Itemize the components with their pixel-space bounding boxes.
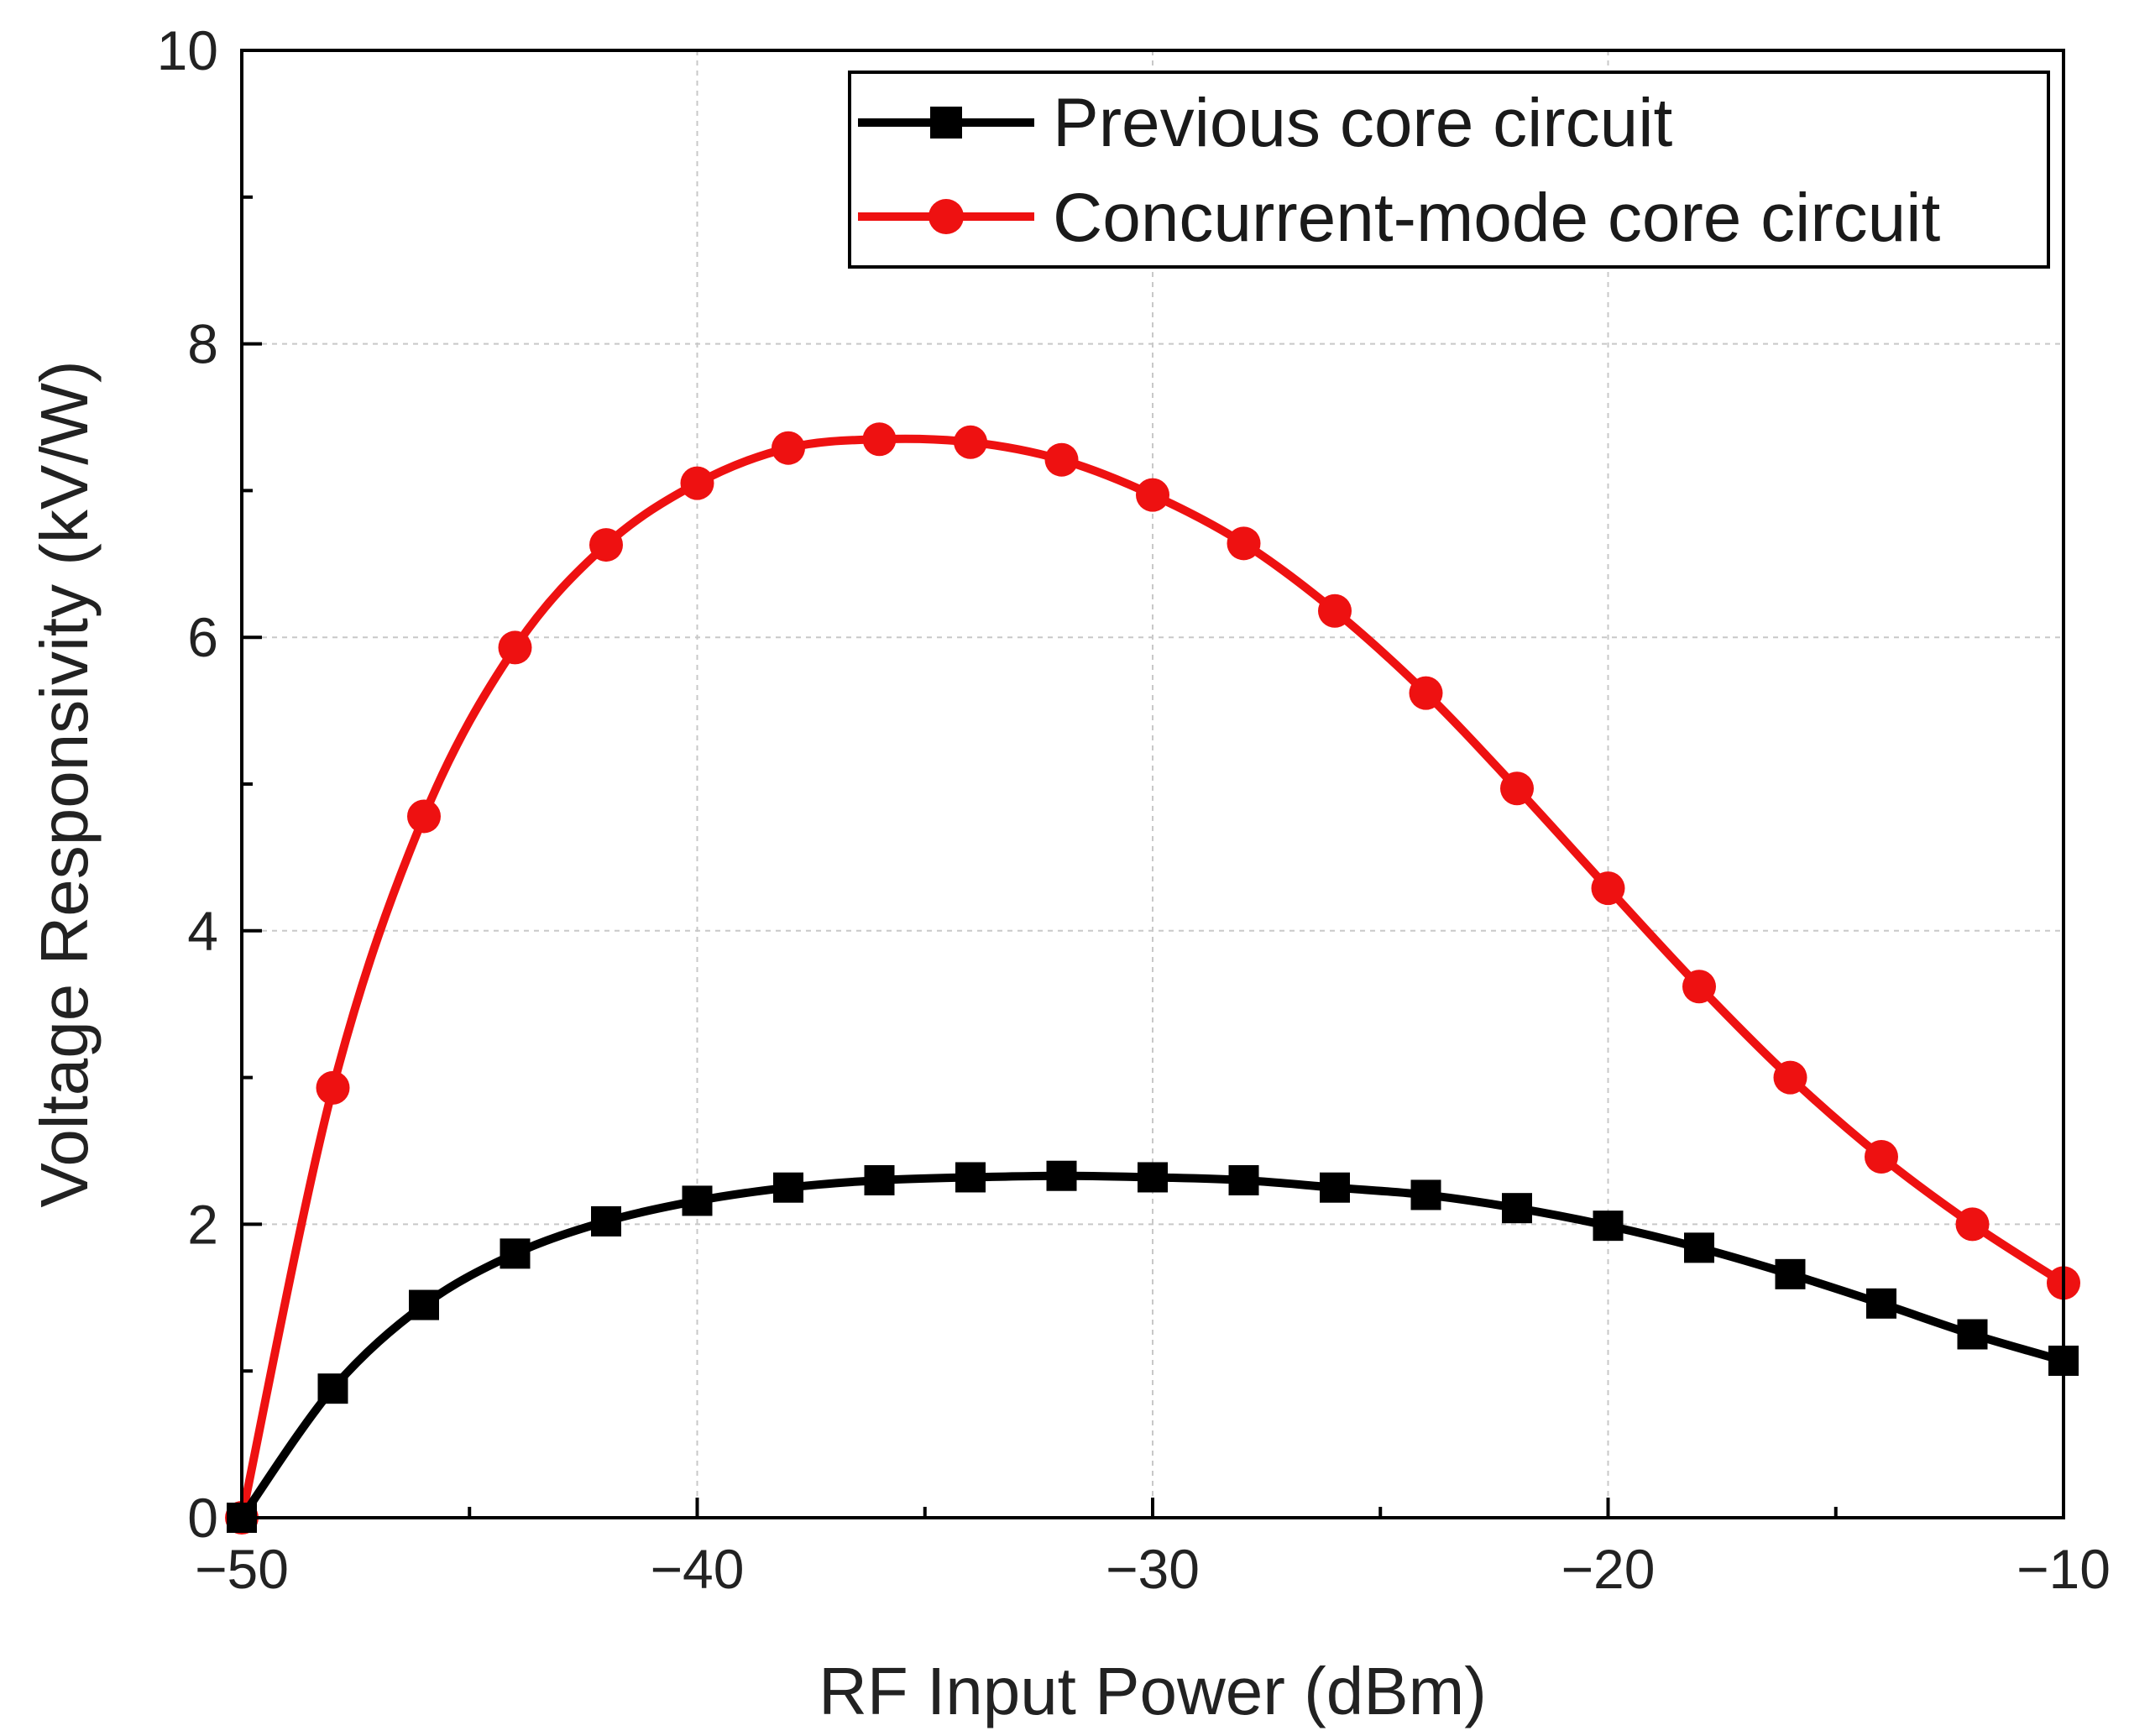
legend-label-concurrent: Concurrent-mode core circuit: [1053, 180, 1940, 256]
series-line-previous: [238, 1171, 2065, 1520]
data-point-previous: [1410, 1179, 1441, 1210]
data-point-previous: [1046, 1160, 1077, 1191]
data-point-concurrent: [1044, 442, 1079, 477]
data-point-previous: [1593, 1210, 1624, 1242]
data-point-previous: [1775, 1258, 1806, 1289]
data-point-previous: [1138, 1162, 1168, 1193]
x-tick-label: −50: [195, 1538, 289, 1600]
x-tick-label: −10: [2017, 1538, 2111, 1600]
legend-box: [848, 71, 2050, 269]
data-point-concurrent: [1682, 970, 1716, 1004]
data-point-concurrent: [954, 425, 987, 459]
data-point-concurrent: [316, 1070, 350, 1105]
data-point-previous: [317, 1373, 348, 1404]
data-point-previous: [1502, 1193, 1532, 1224]
data-point-concurrent: [680, 466, 714, 500]
data-point-concurrent: [589, 528, 623, 562]
series-layer: [225, 422, 2080, 1535]
data-point-previous: [773, 1172, 803, 1203]
data-point-concurrent: [407, 799, 441, 834]
y-tick-label: 0: [187, 1487, 218, 1549]
x-tick-label: −30: [1106, 1538, 1200, 1600]
data-point-concurrent: [772, 431, 805, 465]
y-tick-label: 2: [187, 1193, 218, 1255]
ticks: −50 −40 −30 −20 −10 0 2 4 6 8 10: [157, 19, 2111, 1600]
legend: Previous core circuit Concurrent-mode co…: [848, 71, 2050, 269]
data-point-concurrent: [1865, 1139, 1898, 1174]
data-point-concurrent: [1773, 1060, 1807, 1095]
data-point-previous: [955, 1162, 986, 1193]
data-point-previous: [409, 1289, 439, 1320]
data-point-previous: [1957, 1319, 1988, 1350]
x-tick-label: −40: [651, 1538, 745, 1600]
plot-frame: [240, 49, 2065, 1519]
data-point-previous: [682, 1185, 713, 1216]
y-axis-title: Voltage Responsivity (kV/W): [27, 360, 102, 1207]
data-point-concurrent: [1955, 1207, 1990, 1242]
data-point-previous: [591, 1205, 621, 1237]
data-point-concurrent: [1318, 593, 1352, 628]
data-point-previous: [500, 1238, 531, 1269]
data-point-previous: [1684, 1232, 1714, 1263]
y-tick-label: 8: [187, 313, 218, 375]
x-tick-label: −20: [1561, 1538, 1656, 1600]
series-line-concurrent: [238, 434, 2066, 1519]
data-point-previous: [1866, 1288, 1896, 1319]
x-axis-title: RF Input Power (dBm): [819, 1654, 1487, 1728]
data-point-concurrent: [498, 630, 532, 665]
grid: [242, 50, 2064, 1518]
data-point-concurrent: [1227, 526, 1261, 561]
data-point-concurrent: [1500, 771, 1534, 806]
data-point-concurrent: [1136, 478, 1169, 512]
legend-label-previous: Previous core circuit: [1053, 85, 1672, 161]
data-point-concurrent: [1409, 676, 1443, 710]
y-tick-label: 10: [157, 19, 218, 81]
data-point-previous: [1228, 1164, 1259, 1195]
data-point-concurrent: [1591, 871, 1625, 906]
legend-marker-concurrent: [928, 199, 964, 234]
data-point-previous: [864, 1164, 895, 1195]
y-tick-label: 6: [187, 606, 218, 668]
legend-marker-previous: [930, 107, 962, 139]
data-point-previous: [1320, 1172, 1350, 1203]
data-point-concurrent: [862, 422, 897, 457]
y-tick-label: 4: [187, 900, 218, 962]
